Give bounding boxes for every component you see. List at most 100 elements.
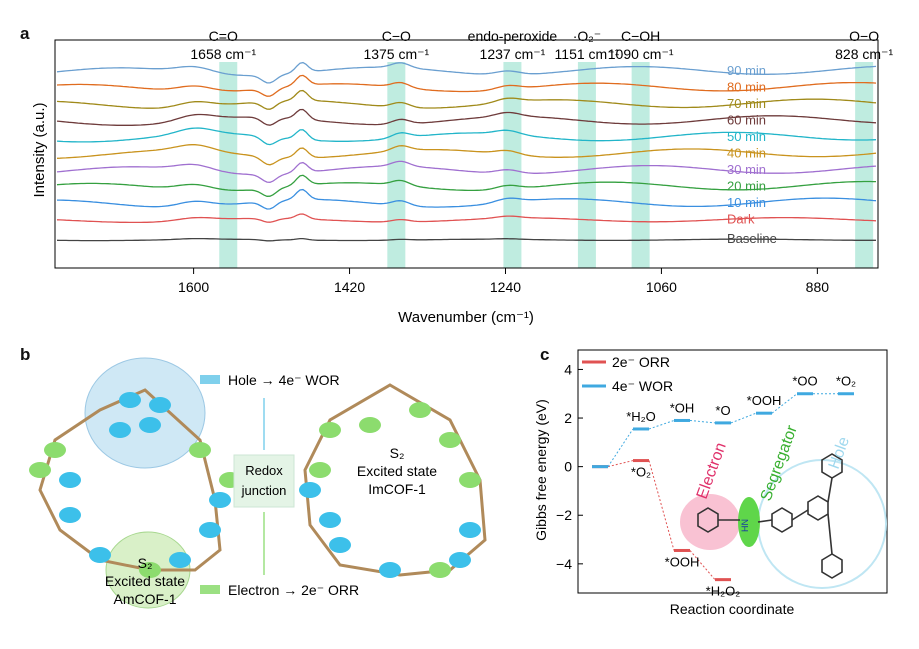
connector-0-2 bbox=[689, 550, 716, 580]
energy-plot-frame bbox=[577, 349, 888, 594]
connector-0-1 bbox=[648, 460, 675, 551]
spectrum-line-8 bbox=[57, 188, 877, 210]
energy-axis-label: Gibbs free energy (eV) bbox=[533, 399, 549, 541]
series-label-10: Baseline bbox=[727, 231, 777, 246]
spectrum-line-2 bbox=[56, 89, 877, 110]
orbital-lobe-left-10 bbox=[139, 562, 161, 578]
orbital-lobe-right-4 bbox=[319, 512, 341, 528]
hole-legend-label: Hole → 4e⁻ WOR bbox=[228, 372, 340, 388]
orbital-lobe-left-8 bbox=[169, 552, 191, 568]
electron-legend-swatch bbox=[200, 585, 220, 594]
segregator-highlight bbox=[738, 497, 760, 547]
electron-label: Electron bbox=[694, 440, 730, 501]
level-label-0-2: *OOH bbox=[665, 554, 700, 569]
orbital-lobe-right-12 bbox=[299, 482, 321, 498]
hole-legend-swatch bbox=[200, 375, 220, 384]
connector-1-1 bbox=[648, 419, 675, 430]
spectrum-line-7 bbox=[56, 174, 876, 197]
orbital-lobe-left-14 bbox=[189, 442, 211, 458]
level-label-0-3: *H₂O₂ bbox=[706, 584, 741, 599]
band-wavenumber-5: 828 cm⁻¹ bbox=[835, 46, 893, 62]
spectrum-line-3 bbox=[56, 108, 877, 126]
hn-label: HN bbox=[740, 519, 750, 532]
level-label-1-2: *OH bbox=[670, 400, 695, 415]
left-excited-label: Excited state bbox=[105, 573, 185, 589]
spectrum-line-1 bbox=[56, 74, 877, 97]
hole-region-highlight bbox=[84, 357, 206, 469]
y-tick-label-4: −4 bbox=[556, 556, 572, 572]
series-label-1: 80 min bbox=[727, 80, 766, 95]
level-label-1-5: *OO bbox=[792, 374, 817, 389]
reaction-coordinate-label: Reaction coordinate bbox=[670, 601, 795, 617]
orbital-lobe-right-0 bbox=[319, 422, 341, 438]
junction-label: junction bbox=[241, 483, 287, 498]
redox-label: Redox bbox=[245, 463, 283, 478]
orbital-lobe-right-6 bbox=[459, 522, 481, 538]
segregator-label: Segregator bbox=[758, 423, 801, 504]
orbital-lobe-left-1 bbox=[139, 417, 161, 433]
orbital-lobe-right-11 bbox=[429, 562, 451, 578]
level-label-0-1: *O₂ bbox=[631, 465, 651, 480]
orbital-lobe-left-6 bbox=[199, 522, 221, 538]
level-label-1-6: *O₂ bbox=[836, 374, 856, 389]
left-state-label: S₂ bbox=[138, 555, 153, 571]
electron-highlight bbox=[680, 494, 740, 550]
band-wavenumber-4: 1090 cm⁻¹ bbox=[608, 46, 674, 62]
spectrum-line-5 bbox=[56, 144, 877, 166]
electron-legend-label: Electron → 2e⁻ ORR bbox=[228, 582, 359, 598]
orbital-lobe-right-2 bbox=[309, 462, 331, 478]
orbital-lobe-right-9 bbox=[409, 402, 431, 418]
x-tick-label-4: 880 bbox=[806, 279, 830, 295]
right-state-label: S₂ bbox=[390, 445, 405, 461]
plot-frame bbox=[54, 39, 879, 269]
y-tick-label-1: 2 bbox=[564, 410, 572, 426]
band-highlight-0 bbox=[219, 62, 238, 268]
series-label-3: 60 min bbox=[727, 113, 766, 128]
orbital-lobe-left-2 bbox=[149, 397, 171, 413]
series-label-6: 30 min bbox=[727, 162, 766, 177]
connector-1-4 bbox=[771, 393, 798, 414]
band-highlight-3 bbox=[577, 62, 596, 268]
orbital-lobe-right-5 bbox=[329, 537, 351, 553]
orbital-lobe-left-5 bbox=[59, 507, 81, 523]
left-cof-name: AmCOF-1 bbox=[114, 591, 177, 607]
level-label-1-3: *O bbox=[715, 403, 730, 418]
orbital-lobe-right-10 bbox=[379, 562, 401, 578]
series-label-9: Dark bbox=[727, 212, 755, 227]
y-tick-label-3: −2 bbox=[556, 507, 572, 523]
x-tick-label-0: 1600 bbox=[178, 279, 209, 295]
y-tick-label-2: 0 bbox=[564, 459, 572, 475]
band-highlight-5 bbox=[855, 62, 874, 268]
x-tick-label-3: 1060 bbox=[646, 279, 677, 295]
connector-0-0 bbox=[607, 460, 634, 468]
series-label-2: 70 min bbox=[727, 96, 766, 111]
x-axis-label: Wavenumber (cm⁻¹) bbox=[398, 309, 534, 326]
amcof-structure: S₂ Excited state AmCOF-1 bbox=[29, 357, 241, 609]
connector-1-3 bbox=[730, 412, 757, 424]
orbital-lobe-left-11 bbox=[44, 442, 66, 458]
band-wavenumber-0: 1658 cm⁻¹ bbox=[190, 46, 256, 62]
orbital-lobe-left-13 bbox=[29, 462, 51, 478]
spectrum-line-6 bbox=[56, 160, 877, 183]
orbital-lobe-left-7 bbox=[209, 492, 231, 508]
spectrum-line-9 bbox=[56, 213, 877, 224]
orbital-lobe-right-3 bbox=[459, 472, 481, 488]
connector-1-0 bbox=[607, 428, 634, 467]
series-label-4: 50 min bbox=[727, 129, 766, 144]
spectrum-line-10 bbox=[56, 237, 876, 242]
series-label-8: 10 min bbox=[727, 195, 766, 210]
series-label-5: 40 min bbox=[727, 146, 766, 161]
orbital-lobe-left-9 bbox=[89, 547, 111, 563]
panel-label-b: b bbox=[20, 345, 31, 364]
series-label-7: 20 min bbox=[727, 179, 766, 194]
orbital-lobe-right-7 bbox=[449, 552, 471, 568]
spectrum-line-4 bbox=[56, 127, 877, 146]
orbital-lobe-right-1 bbox=[439, 432, 461, 448]
level-label-1-1: *H₂O bbox=[626, 409, 656, 424]
y-axis-label: Intensity (a.u.) bbox=[31, 102, 48, 197]
band-highlight-1 bbox=[387, 62, 406, 268]
orbital-lobe-left-0 bbox=[119, 392, 141, 408]
series-label-0: 90 min bbox=[727, 63, 766, 78]
